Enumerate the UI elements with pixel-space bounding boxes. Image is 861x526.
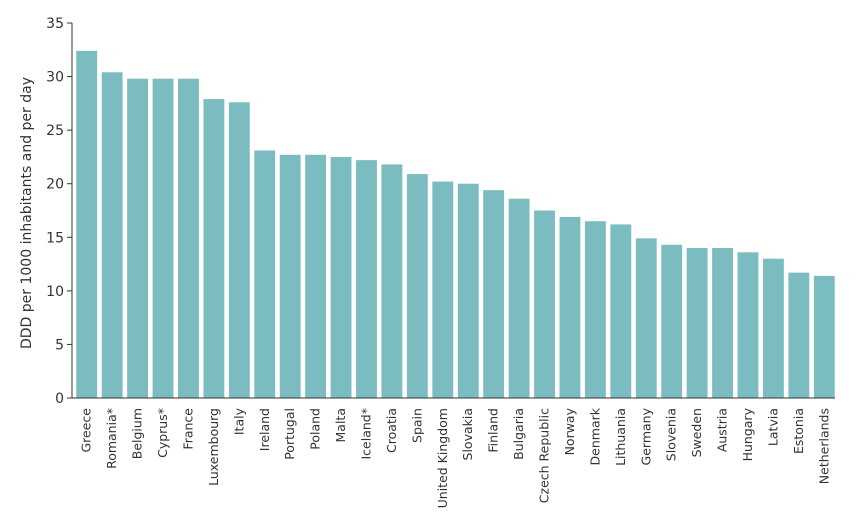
y-tick-label: 0 [55,391,64,407]
x-tick-label: Poland [308,408,323,450]
x-tick-label: Slovakia [460,408,475,460]
bar [178,78,199,399]
x-tick-label: Luxembourg [206,408,221,486]
y-tick-label: 5 [55,337,64,353]
bar [381,164,403,398]
bar [661,244,683,398]
x-tick-label: Latvia [765,408,780,446]
x-tick-label: Belgium [130,408,145,459]
bar [610,224,632,398]
x-tick-label: United Kingdom [435,408,450,508]
bars-group [76,50,835,399]
x-tick-label: Malta [333,408,348,442]
x-tick-label: Norway [562,407,577,455]
bar [203,99,225,398]
bar [762,258,784,398]
bar [330,156,352,398]
bar [635,238,657,398]
bar [305,154,327,398]
y-tick-label: 10 [46,284,64,300]
x-tick-label: Denmark [587,407,602,465]
x-tick-label: Finland [486,408,501,453]
bar [101,72,123,398]
x-axis-category-labels: Greece Romania* Belgium Cyprus* France Luxemb… [79,407,832,508]
y-tick-label: 35 [46,16,64,32]
bar [584,221,606,398]
x-tick-label: Croatia [384,408,399,453]
x-tick-label: France [180,408,195,450]
y-axis-ticks: 0 5 10 15 20 25 30 35 [46,16,72,407]
x-tick-label: Netherlands [816,408,831,484]
bar [356,160,377,398]
x-tick-label: Italy [231,407,246,435]
x-tick-label: Germany [638,407,653,465]
x-tick-label: Slovenia [664,408,679,461]
bar [686,248,708,398]
x-tick-label: Estonia [791,408,806,454]
y-axis-title: DDD per 1000 inhabitants and per day [19,77,35,349]
bar [813,275,835,398]
bar [152,78,174,399]
bar [76,50,98,399]
bar [788,272,810,398]
bar [457,183,479,398]
bar [712,248,733,398]
bar [508,198,530,398]
x-tick-label: Lithuania [613,408,628,466]
x-tick-label: Greece [79,408,94,453]
x-tick-label: Sweden [689,408,704,457]
bar [534,210,555,398]
y-tick-label: 15 [46,230,64,246]
x-tick-label: Ireland [257,408,272,451]
x-tick-label: Czech Republic [537,408,552,503]
bar [483,190,505,398]
y-tick-label: 25 [46,123,64,139]
x-tick-label: Hungary [740,407,755,461]
x-tick-label: Iceland* [358,408,373,460]
y-tick-label: 30 [46,70,64,86]
x-tick-label: Austria [715,408,730,452]
bar [228,102,250,398]
x-tick-label: Bulgaria [511,408,526,460]
bar [127,78,149,399]
bar [559,216,581,398]
x-tick-label: Romania* [104,408,119,469]
bar [432,181,454,398]
bar [406,174,428,398]
x-tick-label: Cyprus* [155,408,170,458]
x-tick-label: Spain [409,408,424,443]
bar [279,154,301,398]
y-tick-label: 20 [46,177,64,193]
bar [737,252,759,398]
bar [254,150,276,398]
x-tick-label: Portugal [282,408,297,460]
